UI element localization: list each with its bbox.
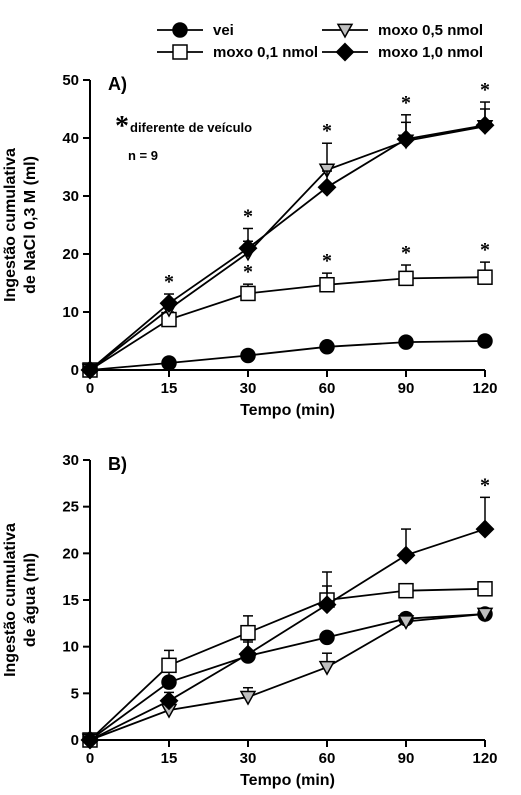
svg-text:diferente de veículo: diferente de veículo	[130, 120, 252, 135]
svg-text:25: 25	[62, 499, 79, 516]
svg-text:15: 15	[62, 592, 79, 609]
svg-text:40: 40	[62, 130, 79, 147]
svg-text:30: 30	[240, 380, 257, 397]
svg-text:A): A)	[108, 74, 127, 94]
svg-text:30: 30	[62, 188, 79, 205]
svg-text:*: *	[480, 79, 490, 101]
figure: vei moxo 0,5 nmol moxo 0,1 nmol moxo 1,0 nm…	[0, 0, 521, 795]
svg-text:20: 20	[62, 246, 79, 263]
svg-text:10: 10	[62, 639, 79, 656]
svg-text:90: 90	[398, 750, 415, 767]
svg-text:*: *	[401, 92, 411, 114]
svg-text:120: 120	[472, 380, 497, 397]
svg-text:moxo 1,0 nmol: moxo 1,0 nmol	[378, 44, 483, 61]
svg-text:*: *	[115, 111, 129, 142]
svg-text:Tempo (min): Tempo (min)	[240, 772, 335, 789]
svg-text:n = 9: n = 9	[128, 148, 158, 163]
svg-text:*: *	[322, 120, 332, 142]
svg-text:Ingestão cumulativa: Ingestão cumulativa	[2, 523, 19, 677]
svg-text:vei: vei	[213, 22, 234, 39]
svg-text:*: *	[322, 250, 332, 272]
svg-text:0: 0	[71, 362, 79, 379]
svg-text:*: *	[480, 474, 490, 496]
svg-text:0: 0	[71, 732, 79, 749]
svg-text:120: 120	[472, 750, 497, 767]
svg-text:moxo 0,5 nmol: moxo 0,5 nmol	[378, 22, 483, 39]
svg-text:60: 60	[319, 750, 336, 767]
svg-text:de água (ml): de água (ml)	[22, 553, 39, 647]
svg-text:20: 20	[62, 545, 79, 562]
svg-text:*: *	[243, 261, 253, 283]
svg-text:*: *	[401, 242, 411, 264]
svg-text:50: 50	[62, 72, 79, 89]
svg-text:B): B)	[108, 454, 127, 474]
svg-text:Ingestão cumulativa: Ingestão cumulativa	[2, 148, 19, 302]
svg-text:*: *	[164, 271, 174, 293]
svg-text:15: 15	[161, 750, 178, 767]
svg-text:30: 30	[62, 452, 79, 469]
svg-text:90: 90	[398, 380, 415, 397]
svg-text:*: *	[243, 205, 253, 227]
svg-text:30: 30	[240, 750, 257, 767]
svg-text:moxo 0,1 nmol: moxo 0,1 nmol	[213, 44, 318, 61]
svg-text:*: *	[480, 239, 490, 261]
svg-text:10: 10	[62, 304, 79, 321]
svg-text:15: 15	[161, 380, 178, 397]
svg-text:0: 0	[86, 750, 94, 767]
svg-text:60: 60	[319, 380, 336, 397]
chart-svg: vei moxo 0,5 nmol moxo 0,1 nmol moxo 1,0 nm…	[0, 0, 521, 795]
svg-text:5: 5	[71, 685, 79, 702]
svg-text:Tempo (min): Tempo (min)	[240, 402, 335, 419]
svg-text:de NaCl 0,3 M (ml): de NaCl 0,3 M (ml)	[22, 156, 39, 294]
svg-text:0: 0	[86, 380, 94, 397]
